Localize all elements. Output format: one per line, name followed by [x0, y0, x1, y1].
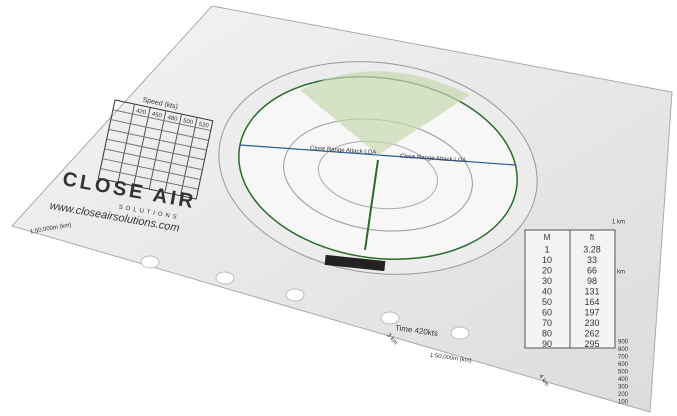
table-line: [112, 109, 211, 132]
conv-cell: 70: [542, 318, 552, 328]
conv-header: ft: [590, 233, 595, 242]
ruler-label: 500: [618, 370, 629, 376]
conv-cell: 262: [584, 328, 599, 338]
ruler-label: 800: [618, 347, 629, 353]
conv-cell: 33: [587, 255, 597, 265]
table-line: [102, 158, 201, 180]
conv-cell: 80: [542, 328, 552, 338]
ruler-label: 400: [618, 377, 629, 383]
table-line: [104, 148, 203, 171]
speed-header: 420: [135, 108, 147, 116]
table-line: [100, 167, 199, 190]
conv-cell: 164: [584, 297, 599, 307]
speed-table: Speed (kts) 420 450 480 500 520: [97, 97, 214, 200]
conv-cell: 20: [542, 265, 552, 275]
conv-cell: 60: [542, 307, 552, 317]
ruler-label: 900: [618, 340, 629, 346]
compass-rose: Close Range Attack LOA Close Range Attac…: [218, 61, 538, 275]
table-line: [108, 128, 207, 151]
conv-cell: 66: [587, 265, 597, 275]
table-line: [110, 119, 209, 141]
ruler-label: 600: [618, 362, 629, 368]
conv-cell: 30: [542, 276, 552, 286]
scale-label: 1:50,000m (km): [430, 353, 472, 365]
conv-cell: 230: [584, 318, 599, 328]
loa-label: Close Range Attack LOA: [400, 154, 467, 165]
conv-cell: 98: [587, 276, 597, 286]
speed-header: 520: [198, 122, 210, 130]
ruler-label: 100: [618, 400, 629, 406]
conv-cell: 197: [584, 307, 599, 317]
scale-label: 2 km: [612, 270, 625, 276]
conv-cell: 10: [542, 255, 552, 265]
speed-header: 500: [182, 118, 194, 126]
conv-cell: 1: [544, 244, 549, 254]
conv-cell: 90: [542, 339, 552, 349]
ruler-label: 200: [618, 392, 629, 398]
table-line: [106, 138, 205, 161]
loa-label: Close Range Attack LOA: [310, 146, 377, 157]
conv-cell: 40: [542, 286, 552, 296]
scale-label: 1 km: [612, 220, 625, 226]
conv-cell: 50: [542, 297, 552, 307]
conv-cell: 3.28: [583, 244, 601, 254]
conv-header: M: [544, 233, 551, 242]
ruler-label: 700: [618, 355, 629, 361]
ruler-label: 300: [618, 385, 629, 391]
holes: [140, 255, 470, 340]
speed-header: 480: [167, 115, 179, 123]
conv-cell: 295: [584, 339, 599, 349]
speed-header: 450: [151, 112, 163, 120]
conv-cell: 131: [584, 286, 599, 296]
